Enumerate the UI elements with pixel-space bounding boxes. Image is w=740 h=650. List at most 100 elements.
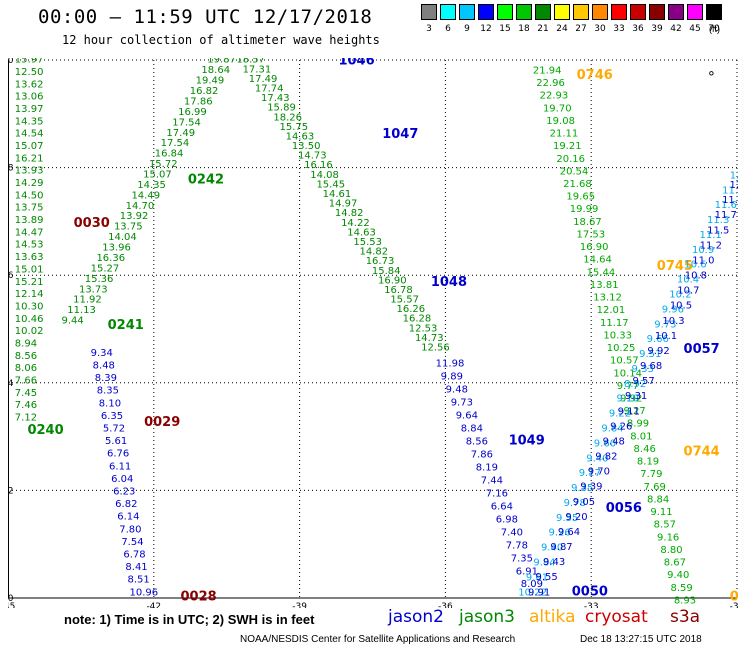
swh-value: 15.36 (85, 274, 114, 285)
swh-value: 9.77 (617, 381, 639, 392)
pass-time-label: 0242 (188, 173, 224, 188)
swh-value: 8.67 (664, 558, 686, 569)
swh-value: 14.53 (15, 240, 44, 251)
swh-value: 10.57 (610, 356, 639, 367)
swh-value: 9.40 (586, 453, 608, 464)
color-scale-swatch (706, 4, 722, 20)
pass-time-label: 0744 (684, 444, 720, 459)
swh-value: 9.05 (573, 497, 595, 508)
swh-value: 9.92 (647, 346, 669, 357)
swh-value: 9.11 (650, 507, 672, 518)
swh-value: 9.55 (535, 572, 557, 583)
swh-value: 9.66 (647, 334, 669, 345)
swh-value: 14.82 (335, 208, 364, 219)
swh-value: 13.75 (15, 203, 44, 214)
swh-value: 8.19 (476, 462, 498, 473)
swh-value: 8.09 (521, 579, 543, 590)
swh-value: 8.59 (670, 583, 692, 594)
color-scale-swatch (611, 4, 627, 20)
swh-value: 8.06 (15, 363, 37, 374)
swh-value: 9.55 (556, 513, 578, 524)
swh-value: 16.21 (15, 153, 44, 164)
swh-value: 8.84 (461, 424, 483, 435)
swh-value: 18.64 (201, 65, 230, 76)
swh-value: 8.19 (637, 457, 659, 468)
swh-value: 13.12 (593, 293, 622, 304)
swh-value: 16.73 (366, 256, 395, 267)
pass-time-label: 1046 (338, 58, 374, 68)
swh-value: 9.82 (595, 452, 617, 463)
swh-value: 18.67 (573, 217, 602, 228)
swh-value: 8.92 (624, 379, 646, 390)
swh-value: 10.22 (518, 587, 547, 598)
swh-value: 7.16 (486, 488, 508, 499)
lat-tick-label: 32 (8, 486, 13, 496)
chart-subtitle: 12 hour collection of altimeter wave hei… (62, 33, 380, 47)
swh-value: 5.61 (105, 436, 127, 447)
lat-tick-label: 34 (8, 379, 14, 389)
swh-value: 9.64 (558, 527, 580, 538)
swh-value: 18.57 (236, 58, 265, 66)
color-scale-label: 70 (708, 24, 720, 34)
swh-value: 13.75 (114, 222, 143, 233)
swh-value: 9.64 (456, 411, 478, 422)
swh-value: 9.61 (526, 572, 548, 583)
swh-value: 14.47 (15, 227, 44, 238)
swh-value: 14.50 (15, 190, 44, 201)
swh-value: 12.01 (597, 305, 626, 316)
swh-value: 9.89 (441, 372, 463, 383)
swh-value: 11.3 (707, 215, 729, 226)
swh-value: 10.96 (130, 587, 159, 598)
swh-value: 7.69 (644, 482, 666, 493)
swh-value: 17.53 (577, 229, 606, 240)
pass-time-label: 0056 (606, 501, 642, 516)
swh-value: 15.84 (372, 266, 401, 277)
color-scale-label: 45 (689, 24, 701, 34)
swh-value: 11.98 (436, 359, 465, 370)
swh-value: 8.51 (127, 575, 149, 586)
swh-value: 13.50 (292, 141, 321, 152)
swh-value: 5.72 (103, 424, 125, 435)
swh-value: 6.04 (111, 474, 133, 485)
swh-value: 8.35 (97, 386, 119, 397)
swh-value: 16.16 (304, 160, 333, 171)
pass-time-label: 0746 (577, 68, 613, 83)
swh-value: 10.8 (685, 271, 707, 282)
swh-value: 19.49 (196, 76, 225, 87)
swh-value: 9.73 (654, 319, 676, 330)
color-scale-swatch (592, 4, 608, 20)
color-scale-label: 12 (480, 24, 492, 34)
color-scale-swatch (421, 4, 437, 20)
lon-tick-label: -39 (292, 602, 307, 608)
swh-value: 14.35 (15, 116, 44, 127)
swh-value: 11.7 (715, 210, 737, 221)
swh-value: 19.21 (553, 141, 582, 152)
swh-value: 7.40 (501, 527, 523, 538)
swh-value: 20.54 (560, 166, 589, 177)
swh-value: 9.34 (91, 348, 113, 359)
swh-value: 6.76 (107, 449, 129, 460)
swh-value: 16.99 (178, 107, 207, 118)
swh-value: 17.74 (255, 83, 284, 94)
swh-value: 8.48 (93, 361, 115, 372)
swh-value: 9.44 (61, 316, 83, 327)
swh-value: 6.98 (496, 514, 518, 525)
lat-tick-label: 30 (8, 594, 14, 604)
swh-value: 15.72 (149, 159, 178, 170)
swh-value: 14.82 (360, 247, 389, 258)
swh-value: 14.63 (347, 227, 376, 238)
swh-value: 8.10 (99, 398, 121, 409)
swh-value: 9.73 (451, 398, 473, 409)
swh-value: 14.73 (298, 151, 327, 162)
swh-value: 9.84 (533, 558, 555, 569)
swh-value: 14.04 (108, 232, 137, 243)
swh-value: 21.94 (533, 65, 562, 76)
color-scale-swatch (459, 4, 475, 20)
color-scale-swatch (668, 4, 684, 20)
pass-time-label: 1049 (509, 434, 545, 449)
swh-value: 9.48 (603, 436, 625, 447)
satellite-legend-altika: altika (529, 607, 576, 627)
swh-value: 11.0 (692, 255, 714, 266)
color-scale-swatch (554, 4, 570, 20)
swh-value: 9.78 (564, 498, 586, 509)
